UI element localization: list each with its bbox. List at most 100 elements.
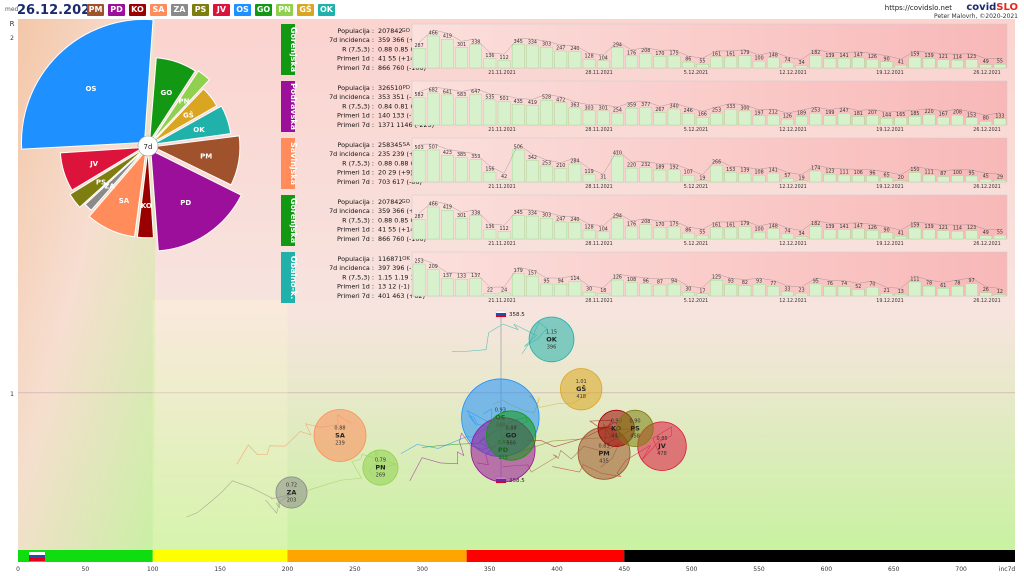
panel-bar bbox=[596, 179, 610, 183]
panel-bar bbox=[455, 157, 468, 183]
panel-bar-label: 100 bbox=[755, 56, 764, 62]
brand-accent: SLO bbox=[996, 2, 1018, 13]
bubble-label: GŠ bbox=[576, 384, 586, 393]
pie-slice-go bbox=[149, 57, 196, 142]
legend-tag-ps: PS bbox=[192, 4, 209, 16]
panel-bar bbox=[766, 228, 780, 240]
panel-bar bbox=[710, 56, 723, 69]
panel-bar-label: 22 bbox=[487, 288, 493, 294]
x-tick-label: 0 bbox=[16, 566, 20, 573]
legend-tag-ok: OK bbox=[318, 4, 335, 16]
panel-bar-label: 123 bbox=[967, 225, 976, 231]
panel-bar bbox=[441, 155, 454, 183]
panel-bar-label: 104 bbox=[599, 226, 608, 232]
site-url[interactable]: https://covidslo.net bbox=[884, 4, 952, 12]
panel-bar bbox=[696, 64, 709, 69]
flag-stripe bbox=[29, 558, 45, 561]
panel-bar-label: 77 bbox=[770, 281, 776, 287]
panel-bar-label: 182 bbox=[811, 221, 820, 227]
panel-bar-label: 301 bbox=[457, 42, 466, 48]
panel-bar bbox=[766, 286, 780, 297]
panel-bar bbox=[866, 59, 879, 69]
panel-bar-label: 287 bbox=[415, 43, 424, 49]
panel-bar-label: 49 bbox=[983, 230, 989, 236]
zone-bar bbox=[152, 550, 288, 562]
panel-bar bbox=[880, 177, 893, 183]
panel-bar bbox=[851, 57, 865, 69]
panel-region-code: GO bbox=[401, 28, 410, 34]
panel-date: 5.12.2021 bbox=[684, 127, 708, 133]
panel-bar bbox=[936, 288, 950, 297]
pie-label-jv: JV bbox=[89, 160, 99, 168]
panel-bar-label: 247 bbox=[840, 108, 849, 114]
panel-date: 28.11.2021 bbox=[585, 241, 612, 247]
panel-bar bbox=[866, 230, 879, 240]
panel-bar-label: 139 bbox=[825, 53, 834, 59]
panel-bar bbox=[554, 221, 568, 240]
panel-date: 28.11.2021 bbox=[585, 184, 612, 190]
panel-bar bbox=[851, 175, 865, 183]
panel-bar bbox=[922, 229, 936, 240]
region-panel-3: Gorenjska Populacija :207842 7d incidenca … bbox=[281, 194, 1008, 247]
panel-bar bbox=[894, 117, 908, 126]
stat-label-primeri_1d: Primeri 1d : bbox=[337, 169, 374, 177]
panel-bar bbox=[511, 149, 525, 183]
pie-center bbox=[137, 135, 159, 157]
panel-bar bbox=[922, 285, 936, 297]
author-credit: Peter Malovrh, ©2020-2021 bbox=[934, 13, 1018, 20]
x-tick-label: 350 bbox=[484, 566, 496, 573]
panel-bar bbox=[979, 121, 993, 126]
panel-bar-label: 93 bbox=[728, 279, 734, 285]
panel-bar-label: 423 bbox=[443, 150, 452, 156]
stat-label-r: R (7,5,3) : bbox=[342, 45, 374, 53]
panel-bar bbox=[738, 110, 752, 126]
panel-bar-label: 246 bbox=[684, 108, 693, 114]
panel-bar bbox=[568, 281, 582, 297]
panel-bar-label: 114 bbox=[953, 55, 962, 61]
panel-bar bbox=[752, 231, 766, 240]
panel-bar-label: 528 bbox=[542, 95, 551, 101]
panel-bar-label: 189 bbox=[797, 111, 806, 117]
panel-date: 19.12.2021 bbox=[876, 184, 903, 190]
panel-bar bbox=[880, 293, 893, 297]
panel-region-code: GO bbox=[401, 199, 410, 205]
stat-label-incidenca: 7d incidenca : bbox=[329, 150, 374, 158]
panel-bar-label: 34 bbox=[799, 60, 805, 66]
panel-bar-label: 119 bbox=[585, 169, 594, 175]
panel-bar-label: 78 bbox=[954, 281, 960, 287]
panel-bar-label: 55 bbox=[699, 230, 705, 236]
panel-bar-label: 170 bbox=[655, 222, 664, 228]
pie-label-os: OS bbox=[85, 85, 96, 93]
panel-bar bbox=[426, 92, 440, 126]
pie-slice-sa bbox=[88, 148, 147, 238]
panel-bar bbox=[979, 64, 993, 69]
panel-bar-label: 139 bbox=[740, 168, 749, 174]
panel-bar bbox=[993, 179, 1007, 183]
panel-bar bbox=[696, 235, 709, 240]
panel-bar bbox=[582, 174, 596, 183]
pie-label-za: ZA bbox=[104, 182, 115, 190]
bubble-inc: 458 bbox=[630, 433, 640, 439]
bubble-r: 0.90 bbox=[611, 418, 622, 424]
bubble-inc: 444 bbox=[611, 433, 621, 439]
panel-bar-label: 333 bbox=[726, 104, 735, 110]
stat-label-r: R (7,5,3) : bbox=[342, 159, 374, 167]
legend-tag-pm: PM bbox=[87, 4, 104, 16]
panel-bar-label: 254 bbox=[613, 108, 622, 114]
legend-tag-pn: PN bbox=[276, 4, 293, 16]
panel-bar bbox=[667, 169, 681, 183]
x-tick-label: 150 bbox=[214, 566, 226, 573]
panel-bar-label: 185 bbox=[910, 111, 919, 117]
panel-bar-label: 353 bbox=[471, 154, 480, 160]
panel-bar-label: 294 bbox=[613, 42, 622, 48]
panel-chart-area bbox=[411, 251, 1008, 297]
panel-bar-label: 161 bbox=[726, 222, 735, 228]
panel-bar bbox=[667, 108, 681, 126]
panel-bar bbox=[469, 94, 483, 126]
panel-bar-label: 192 bbox=[670, 164, 679, 170]
panel-bar bbox=[851, 289, 865, 297]
pie-label-ok: OK bbox=[193, 126, 205, 134]
stat-label-populacija: Populacija : bbox=[338, 141, 375, 149]
panel-bar bbox=[936, 59, 950, 69]
panel-bar-label: 266 bbox=[712, 160, 721, 166]
